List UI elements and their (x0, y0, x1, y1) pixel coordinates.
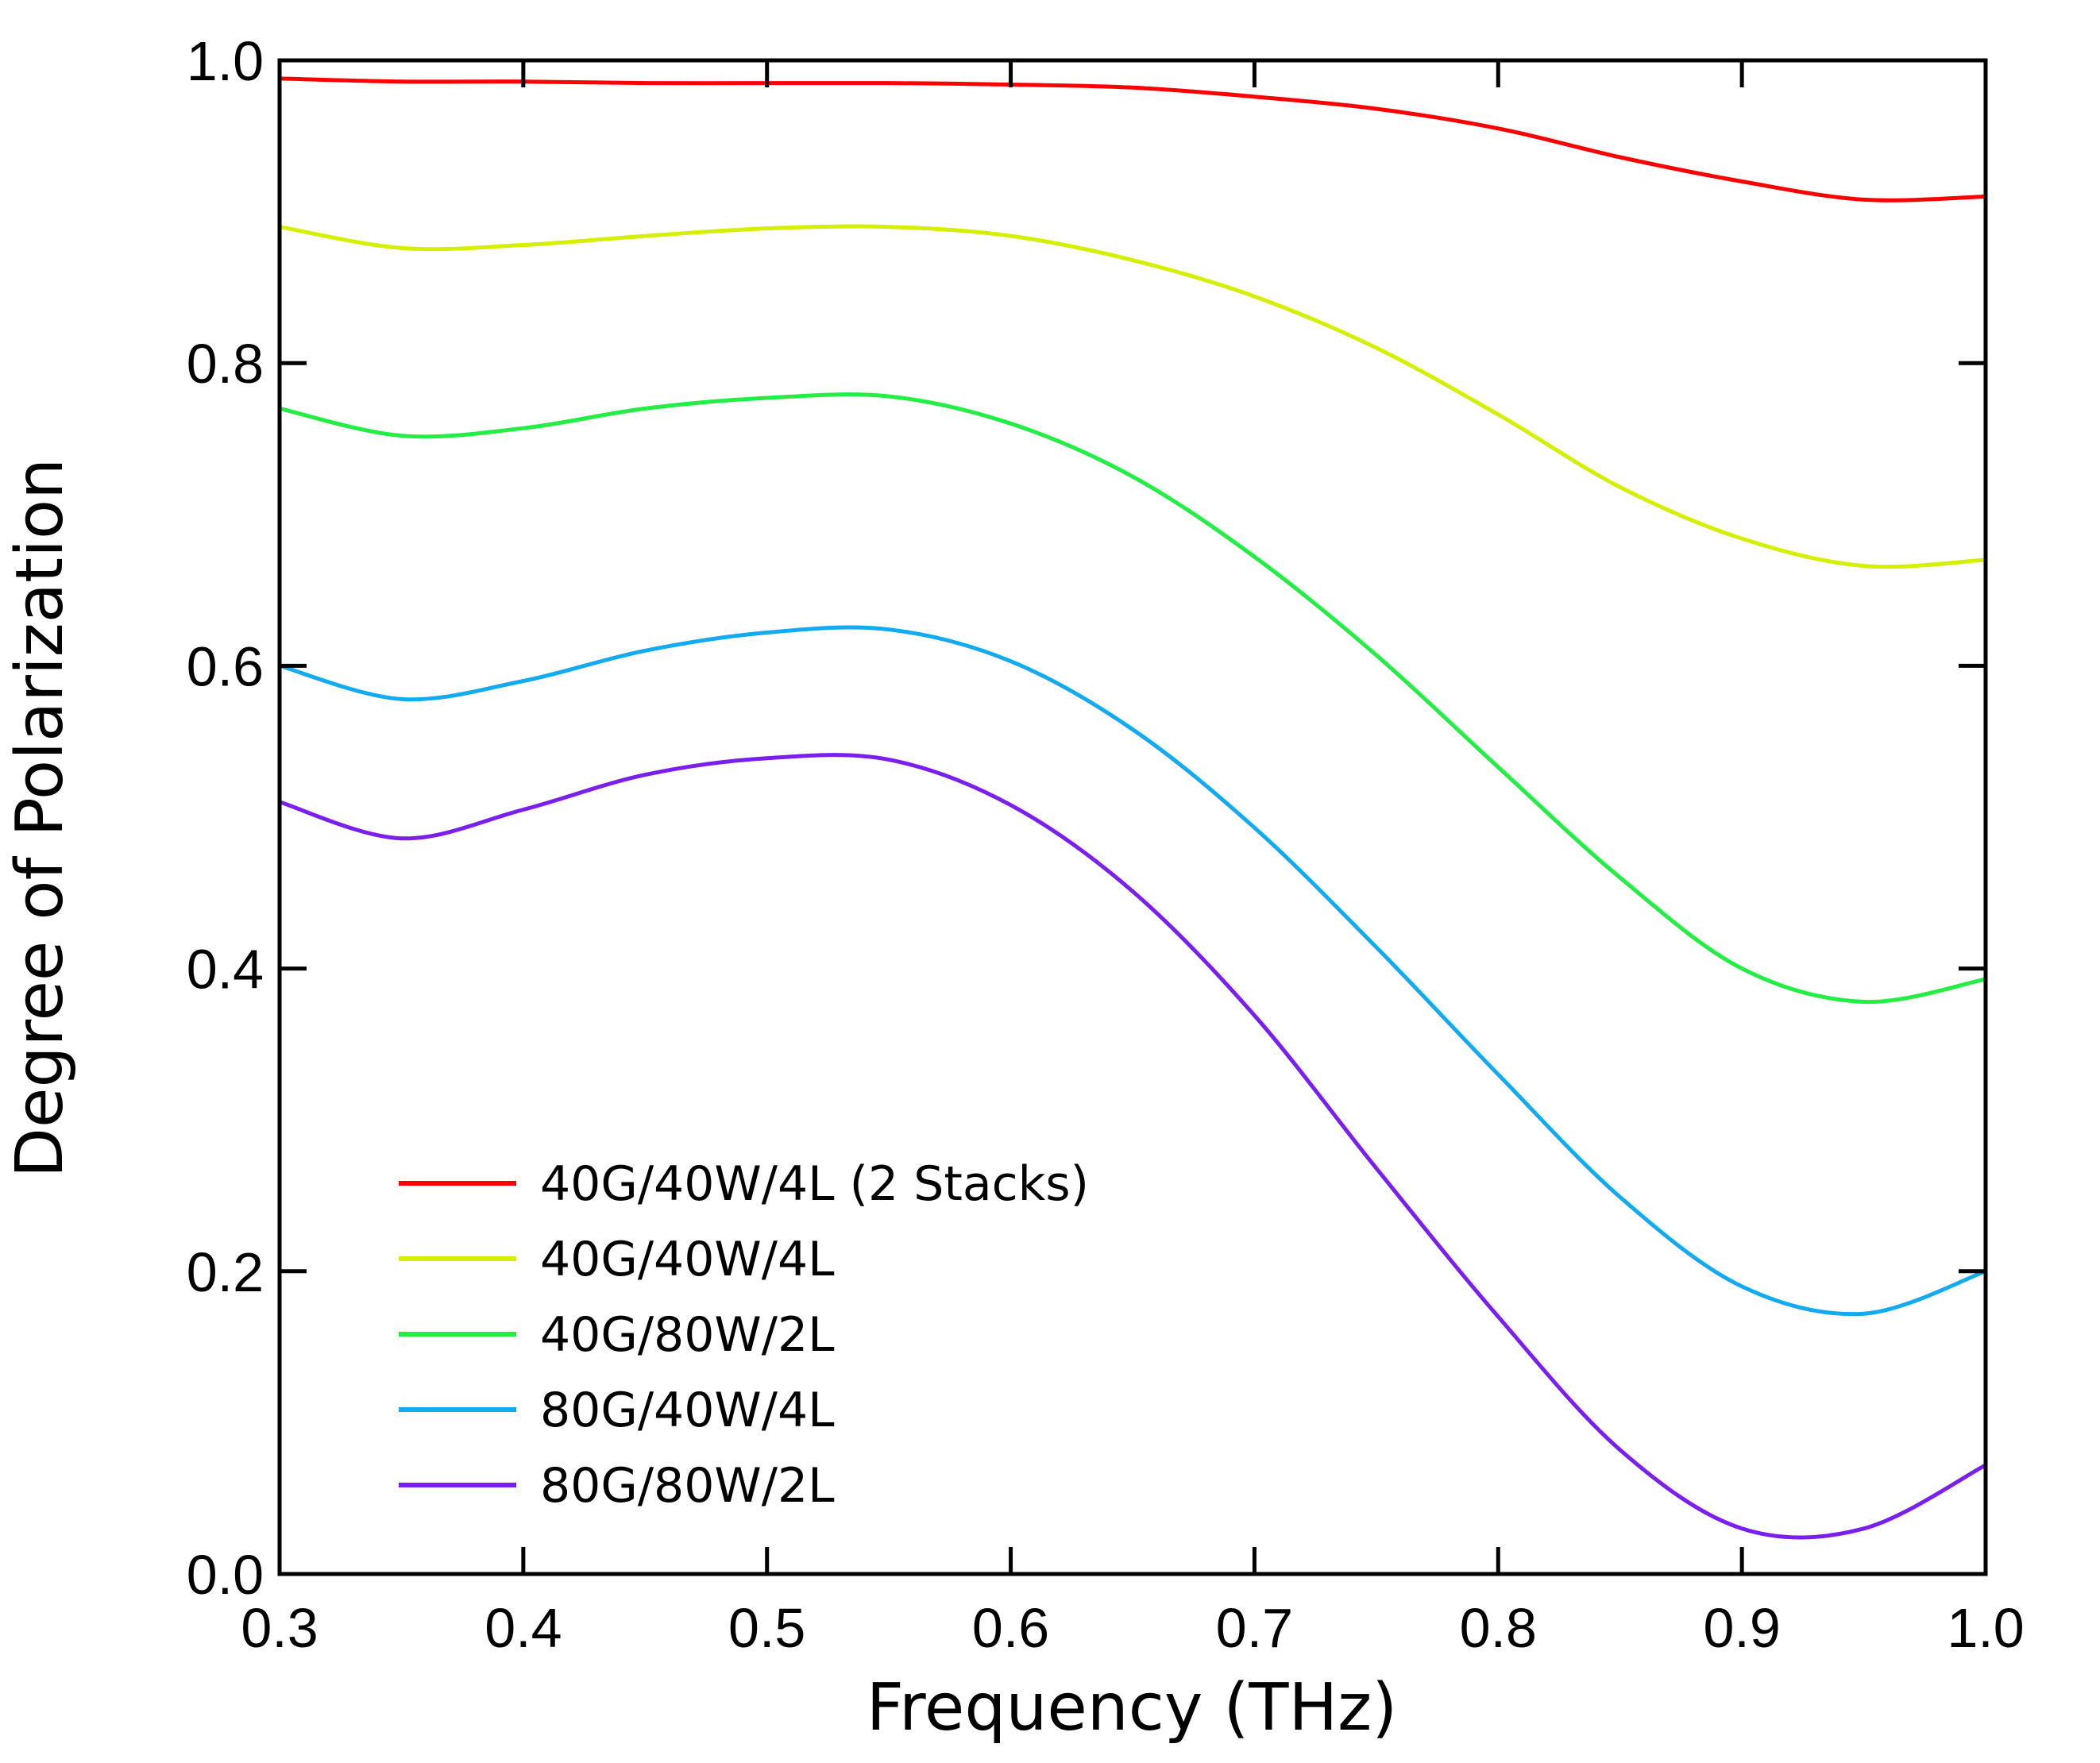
series-layer (277, 76, 1988, 1540)
x-tick-labels: 0.3 0.4 0.5 0.6 0.7 0.8 0.9 1.0 (241, 1597, 2024, 1659)
y-tick-label: 1.0 (187, 30, 264, 92)
tick-marks (277, 58, 1988, 1576)
series-line-2 (277, 224, 1988, 569)
series-line-5 (277, 753, 1988, 1540)
x-tick-label: 0.4 (484, 1597, 562, 1659)
legend-label-3: 40G/80W/2L (540, 1307, 835, 1363)
x-tick-label: 1.0 (1947, 1597, 2024, 1659)
series-line-4 (277, 625, 1988, 1317)
plot-frame (277, 58, 1988, 1576)
x-tick-label: 0.7 (1216, 1597, 1293, 1659)
series-line-1 (277, 76, 1988, 203)
x-tick-label: 0.5 (728, 1597, 805, 1659)
y-tick-label: 0.2 (187, 1241, 264, 1303)
x-tick-label: 0.9 (1703, 1597, 1780, 1659)
x-axis-title: Frequency (THz) (867, 1670, 1397, 1746)
y-axis-title: Degree of Polarization (2, 458, 78, 1178)
legend-label-5: 80G/80W/2L (540, 1458, 835, 1514)
legend-label-2: 40G/40W/4L (540, 1232, 835, 1287)
legend: 40G/40W/4L (2 Stacks) 40G/40W/4L 40G/80W/2… (399, 1156, 1089, 1514)
x-tick-label: 0.3 (241, 1597, 318, 1659)
x-tick-label: 0.6 (972, 1597, 1049, 1659)
y-tick-label: 0.8 (187, 333, 264, 395)
legend-label-4: 80G/40W/4L (540, 1383, 835, 1438)
y-tick-label: 0.6 (187, 635, 264, 697)
x-tick-label: 0.8 (1460, 1597, 1537, 1659)
y-tick-labels: 0.0 0.2 0.4 0.6 0.8 1.0 (187, 30, 264, 1606)
y-tick-label: 0.4 (187, 939, 264, 1001)
series-line-3 (277, 392, 1988, 1005)
legend-label-1: 40G/40W/4L (2 Stacks) (540, 1156, 1089, 1212)
y-tick-label: 0.0 (187, 1544, 264, 1606)
